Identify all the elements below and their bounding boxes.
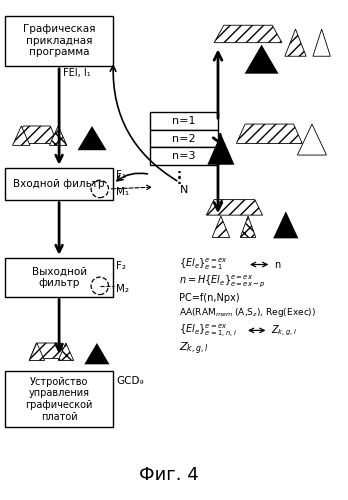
Text: :: : [177,168,182,181]
Text: Графическая
прикладная
программа: Графическая прикладная программа [23,24,95,58]
Polygon shape [30,343,67,358]
Text: Фиг. 4: Фиг. 4 [139,466,198,484]
Text: n=1: n=1 [172,116,196,126]
Polygon shape [84,343,110,364]
Text: FEI, I₁: FEI, I₁ [63,68,90,78]
Text: $Z_{k,g,l}$: $Z_{k,g,l}$ [179,340,209,357]
Polygon shape [214,25,282,42]
Text: n: n [274,260,280,270]
Polygon shape [206,200,262,215]
Polygon shape [16,126,57,144]
Polygon shape [240,216,256,238]
Text: n=2: n=2 [172,134,196,143]
Text: Устройство
управления
графической
платой: Устройство управления графической платой [25,377,93,422]
Text: $\{El_e\}_{e=1,n,i}^{e=ex}$: $\{El_e\}_{e=1,n,i}^{e=ex}$ [179,322,237,339]
Bar [5,258,113,296]
Polygon shape [236,124,302,144]
Polygon shape [212,216,230,238]
Polygon shape [273,211,298,238]
Text: M₂: M₂ [116,284,129,294]
Text: Входной фильтр: Входной фильтр [13,178,105,188]
Text: $\{El_e\}_{e=1}^{e=ex}$: $\{El_e\}_{e=1}^{e=ex}$ [179,257,228,272]
Polygon shape [13,126,30,146]
Polygon shape [313,29,330,56]
Polygon shape [58,343,74,360]
Polygon shape [245,44,278,74]
Bar [5,16,113,66]
Text: F₂: F₂ [116,260,126,270]
Text: AA(RAM$_{mem}$ (A,S$_z$), Reg(Exec)): AA(RAM$_{mem}$ (A,S$_z$), Reg(Exec)) [179,306,316,320]
Polygon shape [298,124,326,155]
Text: Выходной
фильтр: Выходной фильтр [32,266,87,288]
Polygon shape [49,126,67,146]
Polygon shape [29,343,45,360]
Bar [5,371,113,428]
Text: N: N [180,185,188,195]
Polygon shape [207,134,235,164]
Bar [150,130,218,148]
Bar [150,112,218,130]
Text: F₁: F₁ [116,170,126,180]
Text: n=3: n=3 [172,151,196,161]
Text: $Z_{k,g,i}$: $Z_{k,g,i}$ [271,323,297,338]
Bar [150,148,218,164]
Text: $n=H\{El_e\}_{e=ex-p}^{e=ex}$: $n=H\{El_e\}_{e=ex-p}^{e=ex}$ [179,273,266,289]
Text: PC=f(n,Npx): PC=f(n,Npx) [179,294,240,304]
Text: GCD₉: GCD₉ [116,376,144,386]
Text: :: : [177,174,182,186]
Polygon shape [285,29,306,56]
Bar [5,168,113,200]
Polygon shape [78,126,106,150]
Text: M₁: M₁ [116,187,129,197]
